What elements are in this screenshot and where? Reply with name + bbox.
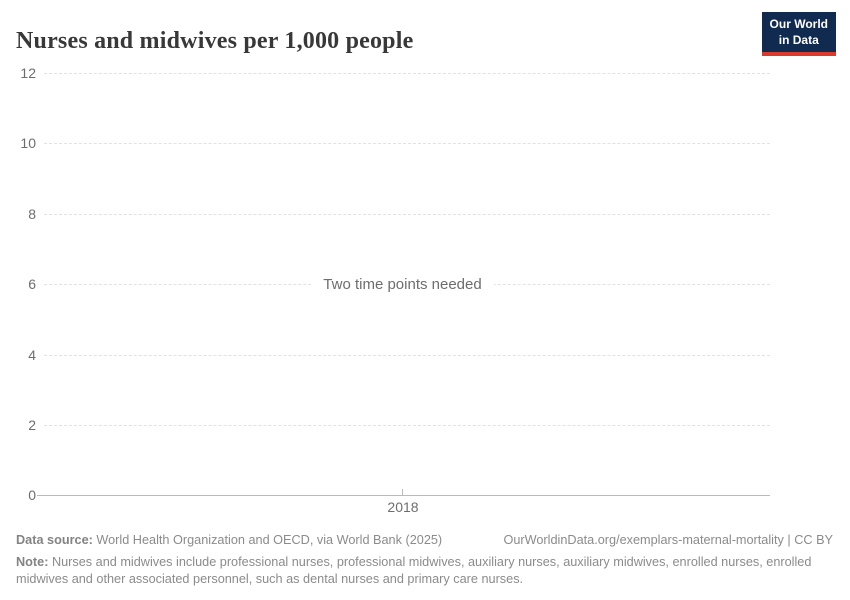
owid-logo-line1: Our World (769, 17, 828, 31)
y-tick-label-4: 4 (28, 347, 36, 363)
y-tick-label-12: 12 (20, 65, 36, 81)
y-tick-label-10: 10 (20, 135, 36, 151)
y-gridline-10 (44, 143, 770, 144)
y-tick-label-2: 2 (28, 417, 36, 433)
attribution-link[interactable]: OurWorldinData.org/exemplars-maternal-mo… (503, 533, 833, 547)
y-gridline-8 (44, 214, 770, 215)
y-gridline-4 (44, 355, 770, 356)
owid-logo-line2: in Data (778, 32, 819, 47)
y-tick-label-0: 0 (28, 487, 36, 503)
chart-footer: Data source: World Health Organization a… (16, 532, 833, 588)
note-text: Nurses and midwives include professional… (16, 554, 812, 586)
data-source-text: World Health Organization and OECD, via … (92, 533, 443, 547)
page-title: Nurses and midwives per 1,000 people (16, 28, 414, 55)
x-axis-line (37, 495, 770, 496)
note-label: Note: (16, 554, 49, 569)
y-gridline-12 (44, 73, 770, 74)
note-line: Note: Nurses and midwives include profes… (16, 554, 833, 588)
y-tick-label-8: 8 (28, 206, 36, 222)
data-source-line: Data source: World Health Organization a… (16, 532, 442, 549)
x-tick-mark-2018 (402, 489, 403, 495)
y-tick-label-6: 6 (28, 276, 36, 292)
y-gridline-2 (44, 425, 770, 426)
empty-chart-message-row: Two time points needed (0, 275, 805, 295)
empty-chart-message: Two time points needed (311, 275, 494, 295)
owid-logo[interactable]: Our World in Data (761, 12, 836, 57)
x-tick-label-2018: 2018 (387, 499, 419, 515)
data-source-label: Data source: (16, 533, 93, 547)
